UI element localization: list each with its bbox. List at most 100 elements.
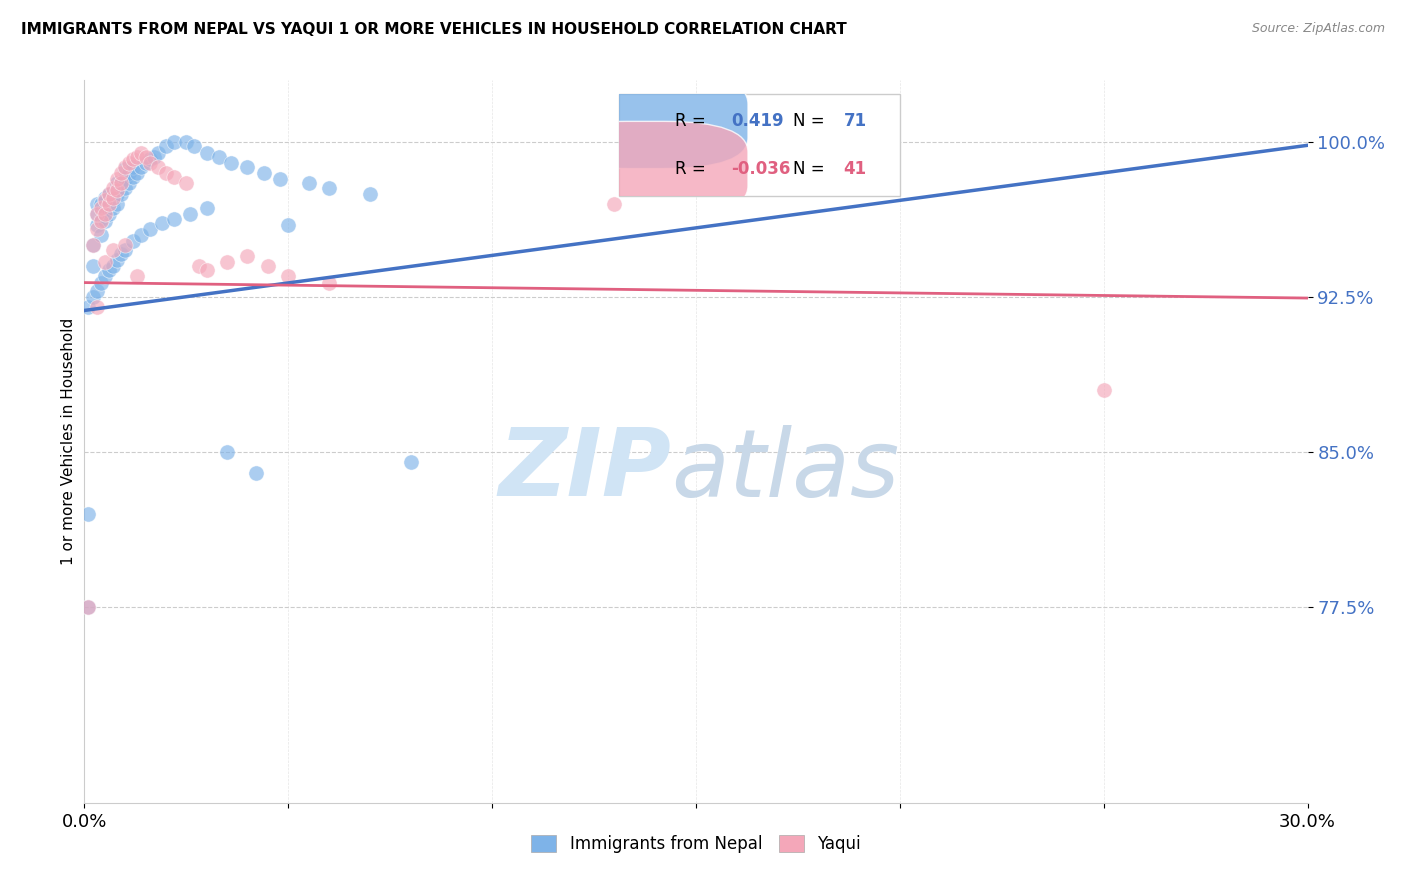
Point [131, 228, 153, 243]
Text: N =: N = [793, 112, 824, 130]
Y-axis label: 1 or more Vehicles in Household: 1 or more Vehicles in Household [60, 318, 76, 566]
Point [110, 166, 132, 180]
Point [93, 207, 115, 221]
Text: IMMIGRANTS FROM NEPAL VS YAQUI 1 OR MORE VEHICLES IN HOUSEHOLD CORRELATION CHART: IMMIGRANTS FROM NEPAL VS YAQUI 1 OR MORE… [21, 22, 846, 37]
Point [101, 201, 124, 215]
Point [97, 197, 120, 211]
Point [93, 269, 115, 284]
Point [269, 172, 291, 186]
Point [82, 290, 104, 304]
FancyBboxPatch shape [543, 121, 748, 217]
Point [187, 259, 209, 273]
Point [138, 156, 160, 170]
Point [603, 197, 626, 211]
Point [86, 284, 108, 298]
Point [101, 193, 124, 207]
Point [208, 150, 231, 164]
Point [114, 238, 136, 252]
Point [135, 150, 157, 164]
Point [318, 180, 340, 194]
Point [1092, 383, 1115, 397]
Point [86, 301, 108, 315]
Point [93, 203, 115, 218]
Point [277, 218, 299, 232]
Text: Source: ZipAtlas.com: Source: ZipAtlas.com [1251, 22, 1385, 36]
Text: 0.419: 0.419 [731, 112, 783, 130]
Point [359, 186, 381, 201]
Point [105, 252, 128, 267]
Point [86, 207, 108, 221]
Text: ZIP: ZIP [499, 425, 672, 516]
Point [110, 186, 132, 201]
Point [217, 255, 239, 269]
Point [105, 183, 128, 197]
Text: atlas: atlas [672, 425, 900, 516]
Point [253, 166, 276, 180]
Point [131, 160, 153, 174]
Point [97, 263, 120, 277]
Point [105, 177, 128, 191]
Point [195, 145, 218, 160]
Point [82, 259, 104, 273]
Point [118, 166, 141, 180]
Point [155, 139, 177, 153]
Point [127, 150, 149, 164]
Text: -0.036: -0.036 [731, 160, 790, 178]
Point [90, 201, 112, 215]
Point [105, 172, 128, 186]
Point [122, 160, 145, 174]
Point [110, 177, 132, 191]
Point [97, 186, 120, 201]
Point [318, 276, 340, 290]
Point [195, 263, 218, 277]
Text: 41: 41 [844, 160, 866, 178]
Point [86, 197, 108, 211]
Point [122, 152, 145, 166]
Point [163, 170, 186, 185]
Text: R =: R = [675, 112, 706, 130]
Point [236, 249, 259, 263]
Point [97, 186, 120, 201]
Point [90, 228, 112, 243]
Point [245, 466, 267, 480]
Point [174, 135, 197, 149]
FancyBboxPatch shape [543, 73, 748, 169]
Point [90, 213, 112, 227]
Point [236, 160, 259, 174]
Legend: Immigrants from Nepal, Yaqui: Immigrants from Nepal, Yaqui [524, 828, 868, 860]
Point [90, 197, 112, 211]
Point [90, 211, 112, 226]
Text: R =: R = [675, 160, 706, 178]
Point [399, 455, 422, 469]
Point [93, 213, 115, 227]
Point [97, 197, 120, 211]
Point [77, 301, 100, 315]
Point [127, 166, 149, 180]
Point [114, 162, 136, 177]
Point [127, 269, 149, 284]
Point [93, 193, 115, 207]
Point [163, 135, 186, 149]
Point [195, 201, 218, 215]
Point [122, 170, 145, 185]
Point [101, 243, 124, 257]
Point [101, 259, 124, 273]
Point [257, 259, 280, 273]
Point [77, 599, 100, 614]
Point [179, 207, 201, 221]
Point [114, 180, 136, 194]
Point [101, 180, 124, 194]
Point [142, 150, 165, 164]
Point [86, 207, 108, 221]
Point [105, 186, 128, 201]
Point [93, 255, 115, 269]
Point [146, 145, 169, 160]
Point [298, 177, 321, 191]
Point [77, 507, 100, 521]
Point [101, 191, 124, 205]
Point [77, 599, 100, 614]
Point [82, 238, 104, 252]
Point [93, 191, 115, 205]
Point [118, 177, 141, 191]
Point [183, 139, 205, 153]
